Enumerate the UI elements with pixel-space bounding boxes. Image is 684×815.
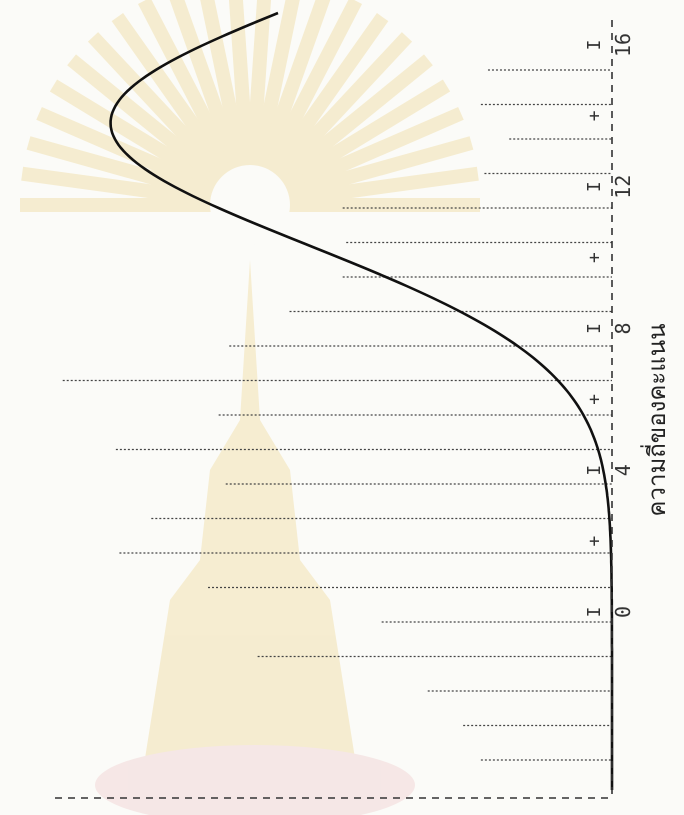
tick-label: 12 (611, 175, 635, 199)
tick-label: 4 (611, 464, 635, 476)
tick-label: 8 (611, 322, 635, 334)
minor-tick: + (584, 110, 605, 121)
major-tick: I (584, 323, 605, 334)
ray-icon (245, 54, 433, 211)
seal-base-icon (95, 745, 415, 815)
ray-icon (36, 106, 253, 212)
ray-icon (244, 13, 389, 210)
university-seal-watermark (20, 0, 480, 815)
ray-icon (111, 13, 256, 210)
minor-tick: + (584, 536, 605, 547)
major-tick: I (584, 40, 605, 51)
minor-tick: + (584, 252, 605, 263)
stupa-icon (140, 260, 360, 790)
minor-tick: + (584, 394, 605, 405)
ray-icon (243, 0, 331, 208)
ray-icon (243, 0, 363, 209)
ray-icon (244, 32, 413, 210)
ray-icon (137, 0, 257, 209)
major-tick: I (584, 181, 605, 192)
frequency-bars (62, 69, 612, 761)
ray-icon (246, 79, 451, 211)
ray-icon (26, 136, 252, 212)
ray-icon (200, 0, 257, 207)
x-axis-title: ความถี่ของคะแนน (640, 323, 671, 516)
sun-rays-icon (20, 0, 480, 212)
tick-label: 16 (611, 33, 635, 57)
major-tick: I (584, 607, 605, 618)
ray-icon (248, 136, 474, 212)
ray-icon (243, 0, 300, 207)
ray-icon (247, 106, 464, 212)
ray-icon (169, 0, 257, 208)
ray-icon (243, 0, 272, 206)
tick-label: 0 (611, 606, 635, 618)
seal-center-icon (210, 165, 290, 245)
ray-icon (21, 166, 251, 212)
ray-icon (228, 0, 257, 206)
ray-icon (249, 166, 479, 212)
ray-icon (67, 54, 255, 211)
ray-icon (87, 32, 256, 210)
major-tick: I (584, 465, 605, 476)
ray-icon (49, 79, 254, 211)
